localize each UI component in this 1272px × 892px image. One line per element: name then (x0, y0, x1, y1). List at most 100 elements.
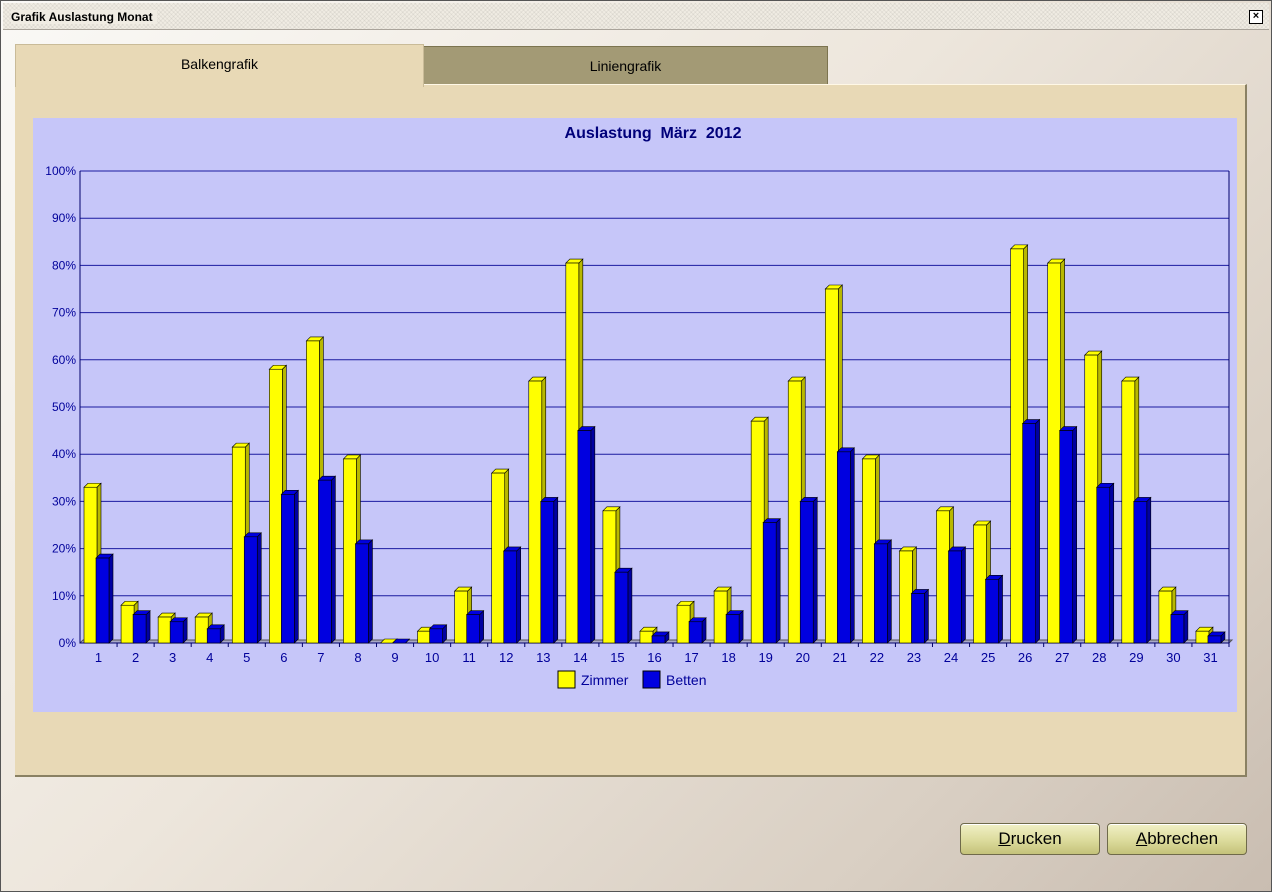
x-tick-label: 17 (684, 650, 698, 665)
bar-betten-side (924, 588, 929, 644)
chart-area: Auslastung März 2012 0% 10% 20% 30% 40% 50% 60… (33, 118, 1237, 712)
bar-betten-top (391, 638, 411, 644)
bar-zimmer (639, 630, 654, 644)
bar-betten (206, 628, 221, 644)
bar-betten-side (516, 546, 522, 644)
y-tick-label: 80% (52, 258, 76, 272)
print-button-mnemonic: D (998, 829, 1011, 848)
bar-betten (651, 635, 666, 644)
x-tick-label: 16 (647, 650, 661, 665)
bar-zimmer (528, 380, 543, 644)
bar-zimmer (417, 630, 431, 644)
title-bar[interactable]: Grafik Auslastung Monat × (3, 3, 1269, 30)
y-tick-label: 70% (52, 306, 76, 320)
x-tick-label: 1 (95, 650, 102, 665)
bar-zimmer (306, 340, 320, 644)
x-tick-label: 24 (944, 650, 958, 665)
bar-zimmer (824, 288, 839, 644)
y-tick-label: 0% (59, 636, 77, 650)
bar-betten-side (479, 609, 484, 644)
bar-zimmer (713, 590, 728, 644)
bar-betten (132, 614, 147, 644)
print-button-label: rucken (1010, 829, 1062, 848)
y-tick-label: 50% (52, 400, 76, 414)
bar-zimmer (899, 550, 913, 644)
x-tick-label: 25 (981, 650, 995, 665)
bar-betten (725, 614, 740, 644)
bar-betten-side (738, 609, 744, 644)
x-tick-label: 11 (462, 650, 476, 665)
x-tick-label: 8 (354, 650, 361, 665)
bar-zimmer (454, 590, 468, 644)
bar-betten (429, 628, 443, 644)
tab-liniengrafik[interactable]: Liniengrafik (423, 46, 828, 85)
x-tick-label: 26 (1018, 650, 1032, 665)
bar-betten (503, 550, 518, 644)
bar-zimmer (231, 446, 246, 644)
bar-betten-side (553, 496, 559, 644)
bar-betten-side (961, 546, 966, 644)
bar-betten (836, 451, 851, 644)
bar-zimmer (787, 380, 802, 644)
print-button[interactable]: Drucken (960, 823, 1100, 855)
bar-zimmer (83, 486, 98, 644)
bar-zimmer (936, 510, 950, 644)
x-tick-label: 31 (1203, 650, 1217, 665)
bar-zimmer (194, 616, 209, 644)
cancel-button-label: bbrechen (1147, 829, 1219, 848)
x-tick-label: 4 (206, 650, 213, 665)
legend-label-betten: Betten (666, 672, 706, 688)
legend-swatch-betten (642, 670, 661, 689)
x-tick-label: 27 (1055, 650, 1069, 665)
x-tick-label: 29 (1129, 650, 1143, 665)
bar-betten (985, 578, 999, 644)
y-tick-label: 30% (52, 494, 76, 508)
bar-zimmer (1010, 248, 1024, 644)
bar-betten-side (849, 447, 855, 644)
bar-zimmer (973, 524, 987, 644)
y-tick-label: 40% (52, 447, 76, 461)
bar-betten-side (368, 539, 373, 644)
y-tick-label: 60% (52, 353, 76, 367)
bar-zimmer (602, 510, 617, 644)
bar-betten (1207, 635, 1222, 644)
chart-title: Auslastung März 2012 (565, 125, 742, 142)
bar-betten (799, 501, 814, 644)
bar-betten-side (812, 496, 818, 644)
bar-betten (318, 479, 332, 644)
x-tick-label: 10 (425, 650, 439, 665)
bar-betten (688, 621, 703, 644)
bar-zimmer (343, 458, 357, 644)
tab-balkengrafik[interactable]: Balkengrafik (15, 44, 424, 87)
bar-betten (911, 593, 925, 644)
bar-betten-side (590, 425, 596, 644)
x-tick-label: 5 (243, 650, 250, 665)
bar-betten (1096, 486, 1111, 644)
bar-betten (169, 621, 184, 644)
bar-betten (95, 557, 110, 644)
x-tick-label: 3 (169, 650, 176, 665)
cancel-button-mnemonic: A (1135, 829, 1148, 848)
x-tick-label: 19 (758, 650, 772, 665)
y-tick-label: 10% (52, 589, 76, 603)
y-tick-label: 20% (52, 542, 76, 556)
cancel-button[interactable]: Abbrechen (1107, 823, 1247, 855)
bar-betten (1059, 430, 1073, 644)
bar-betten (355, 543, 369, 644)
bar-betten-side (887, 539, 892, 644)
bar-zimmer (676, 604, 691, 644)
window-title: Grafik Auslastung Monat (11, 10, 157, 24)
bar-zimmer (1158, 590, 1173, 644)
x-tick-label: 2 (132, 650, 139, 665)
bar-betten (1022, 423, 1036, 644)
bar-betten-side (294, 489, 299, 644)
bar-zimmer (750, 420, 765, 644)
bar-zimmer (1047, 262, 1061, 644)
close-icon[interactable]: × (1249, 10, 1263, 24)
y-tick-label: 100% (45, 164, 76, 178)
bar-betten (762, 522, 777, 644)
bar-betten (577, 430, 592, 644)
bar-zimmer (157, 616, 172, 644)
bar-betten-side (1035, 418, 1040, 644)
